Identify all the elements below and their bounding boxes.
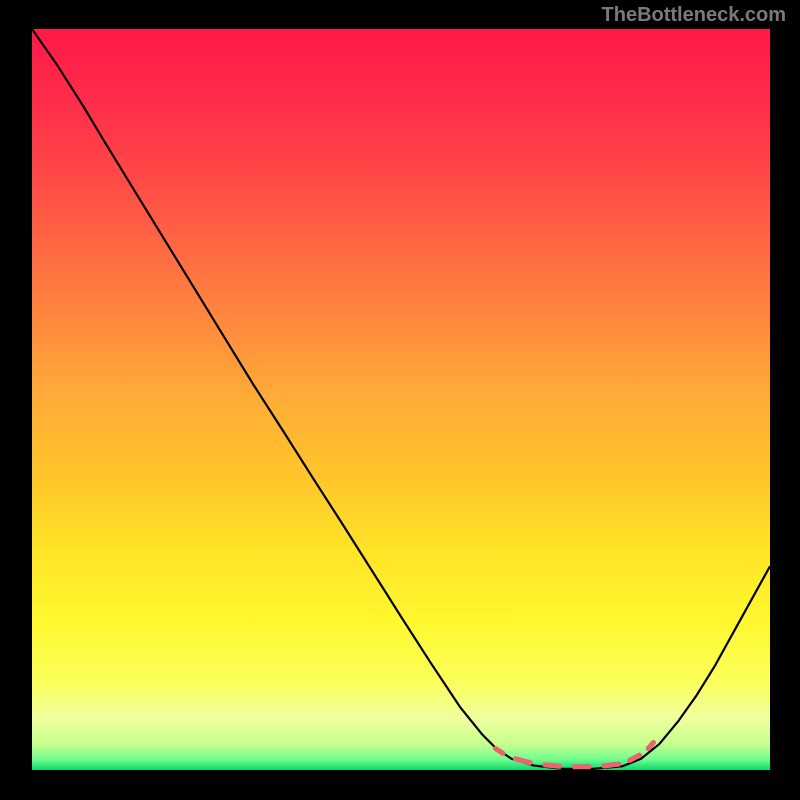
plot-svg (32, 29, 770, 770)
chart-container: TheBottleneck.com (0, 0, 800, 800)
highlight-dash (604, 764, 619, 766)
watermark-text: TheBottleneck.com (602, 4, 786, 27)
highlight-dash (545, 765, 560, 766)
gradient-background (32, 29, 770, 770)
plot-area (32, 29, 770, 770)
highlight-dash (515, 759, 530, 763)
